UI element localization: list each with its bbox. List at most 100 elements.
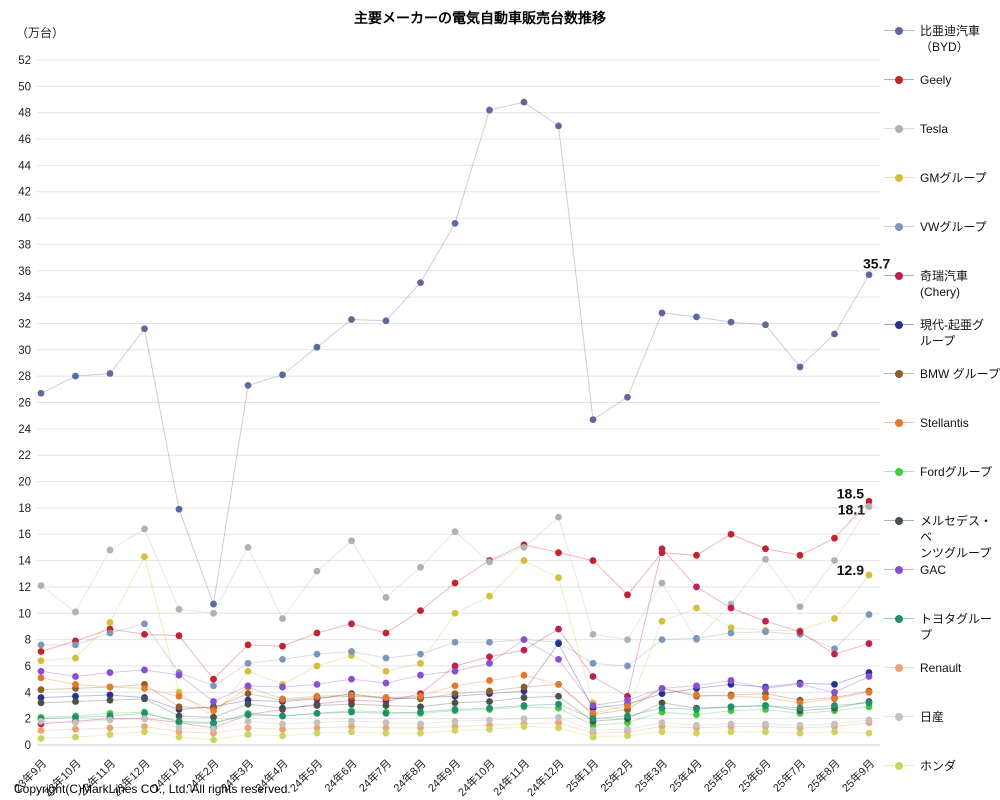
data-point-geely [141, 630, 148, 638]
data-point-nissan [175, 724, 183, 732]
legend-item-hyundai-kia: 現代-起亜グ ループ [884, 317, 984, 349]
data-point-bmw [244, 690, 252, 698]
legend-dot-icon [895, 713, 903, 721]
data-point-byd [313, 343, 321, 351]
legend-label-vw: VWグループ [920, 220, 987, 234]
data-point-geely [555, 549, 562, 557]
data-point-nissan [624, 725, 631, 733]
data-point-chery [451, 662, 459, 670]
y-tick-label: 22 [18, 450, 31, 462]
data-point-vw [382, 654, 390, 662]
data-point-nissan [796, 721, 804, 729]
data-point-toyota [762, 702, 769, 709]
data-point-honda [37, 735, 45, 742]
data-point-gac [796, 681, 804, 688]
data-point-stellantis [382, 694, 390, 701]
data-point-renault [141, 723, 148, 730]
legend-label-bmw: BMW グループ [920, 367, 1000, 381]
series-honda [37, 723, 873, 744]
data-point-hyundai-kia [37, 694, 45, 701]
data-point-tesla [451, 528, 459, 535]
data-point-vw [693, 634, 700, 642]
x-tick-label: 25年3月 [632, 756, 670, 794]
legend-marker-tesla [884, 121, 914, 137]
data-point-mercedes [486, 698, 493, 705]
legend-label-byd: 比亜迪汽車 （BYD） [920, 24, 981, 54]
data-point-tesla [486, 558, 493, 566]
data-point-gm [658, 617, 666, 625]
y-axis-unit-label: （万台） [16, 26, 65, 40]
legend-dot-icon [895, 419, 903, 427]
legend-dot-icon [895, 762, 903, 770]
data-point-vw [417, 650, 424, 658]
y-tick-label: 4 [25, 687, 32, 699]
data-point-byd [210, 600, 217, 608]
data-point-toyota [589, 715, 597, 723]
data-point-renault [106, 724, 114, 732]
legend-item-nissan: 日産 [884, 709, 944, 725]
legend-marker-vw [884, 219, 914, 235]
legend-label-mercedes: メルセデス・ベ ンツグループ [920, 514, 993, 560]
data-point-tesla [417, 563, 424, 571]
series-byd [37, 98, 873, 608]
data-point-gac [589, 702, 597, 709]
data-point-gm [451, 609, 459, 617]
data-point-tesla [589, 630, 597, 638]
legend-dot-icon [895, 370, 903, 378]
y-tick-label: 52 [18, 55, 31, 67]
data-point-byd [693, 313, 700, 321]
data-point-nissan [417, 720, 424, 728]
data-point-gm [72, 654, 79, 662]
copyright-text: Copyright(C)MarkLines CO., Ltd. All righ… [14, 782, 291, 796]
data-point-nissan [555, 713, 562, 721]
data-point-toyota [210, 719, 217, 727]
data-point-mercedes [658, 699, 666, 707]
data-point-mercedes [279, 704, 286, 712]
legend-label-nissan: 日産 [920, 710, 945, 724]
data-point-geely [37, 648, 45, 655]
data-point-tesla [555, 513, 562, 521]
data-point-gm [486, 592, 493, 600]
data-point-honda [693, 729, 700, 737]
end-label-tesla: 18.1 [838, 502, 865, 518]
data-point-gac [382, 679, 390, 687]
data-point-toyota [175, 717, 183, 725]
data-point-gac [831, 688, 838, 696]
data-point-toyota [693, 706, 700, 713]
data-point-honda [175, 733, 183, 741]
legend-item-toyota: トヨタグループ [884, 611, 1000, 643]
data-point-tesla [141, 525, 148, 533]
data-point-stellantis [693, 691, 700, 699]
data-point-vw [141, 620, 148, 628]
legend-item-honda: ホンダ [884, 758, 956, 774]
end-label-gm: 12.9 [837, 562, 864, 578]
y-tick-label: 24 [18, 424, 31, 436]
data-point-byd [486, 106, 493, 114]
y-tick-label: 42 [18, 187, 31, 199]
data-point-tesla [348, 537, 355, 545]
data-point-gm [417, 659, 424, 667]
data-point-gac [865, 673, 873, 680]
data-point-nissan [244, 717, 252, 725]
chart-title: 主要メーカーの電気自動車販売台数推移 [354, 10, 606, 26]
y-tick-label: 18 [18, 503, 31, 515]
legend-label-gac: GAC [920, 563, 947, 577]
data-point-nissan [451, 717, 459, 725]
data-point-tesla [37, 582, 45, 590]
data-point-chery [658, 545, 666, 553]
legend-item-chery: 奇瑞汽車 (Chery) [884, 268, 968, 300]
data-point-honda [141, 728, 148, 736]
data-point-honda [762, 728, 769, 736]
data-point-mercedes [106, 696, 114, 704]
data-point-geely [348, 620, 355, 628]
legend-label-gm: GMグループ [920, 171, 987, 185]
y-tick-label: 30 [18, 345, 31, 357]
data-point-honda [831, 728, 838, 736]
data-point-tesla [796, 603, 804, 611]
data-point-toyota [451, 706, 459, 713]
data-point-byd [624, 393, 631, 401]
legend-dot-icon [895, 321, 903, 329]
x-tick-label: 25年9月 [839, 756, 877, 794]
legend-item-gac: GAC [884, 562, 946, 578]
legend-item-vw: VWグループ [884, 219, 987, 235]
